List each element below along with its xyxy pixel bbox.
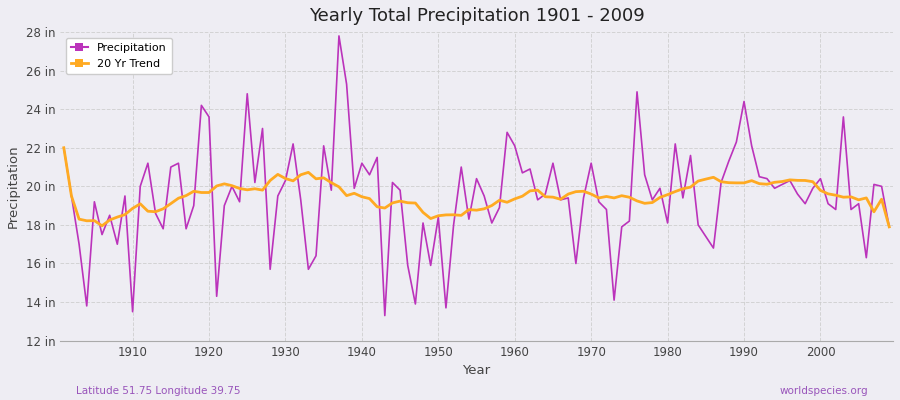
Legend: Precipitation, 20 Yr Trend: Precipitation, 20 Yr Trend bbox=[66, 38, 172, 74]
X-axis label: Year: Year bbox=[463, 364, 491, 377]
Y-axis label: Precipitation: Precipitation bbox=[7, 144, 20, 228]
Title: Yearly Total Precipitation 1901 - 2009: Yearly Total Precipitation 1901 - 2009 bbox=[309, 7, 644, 25]
Text: Latitude 51.75 Longitude 39.75: Latitude 51.75 Longitude 39.75 bbox=[76, 386, 241, 396]
Text: worldspecies.org: worldspecies.org bbox=[780, 386, 868, 396]
